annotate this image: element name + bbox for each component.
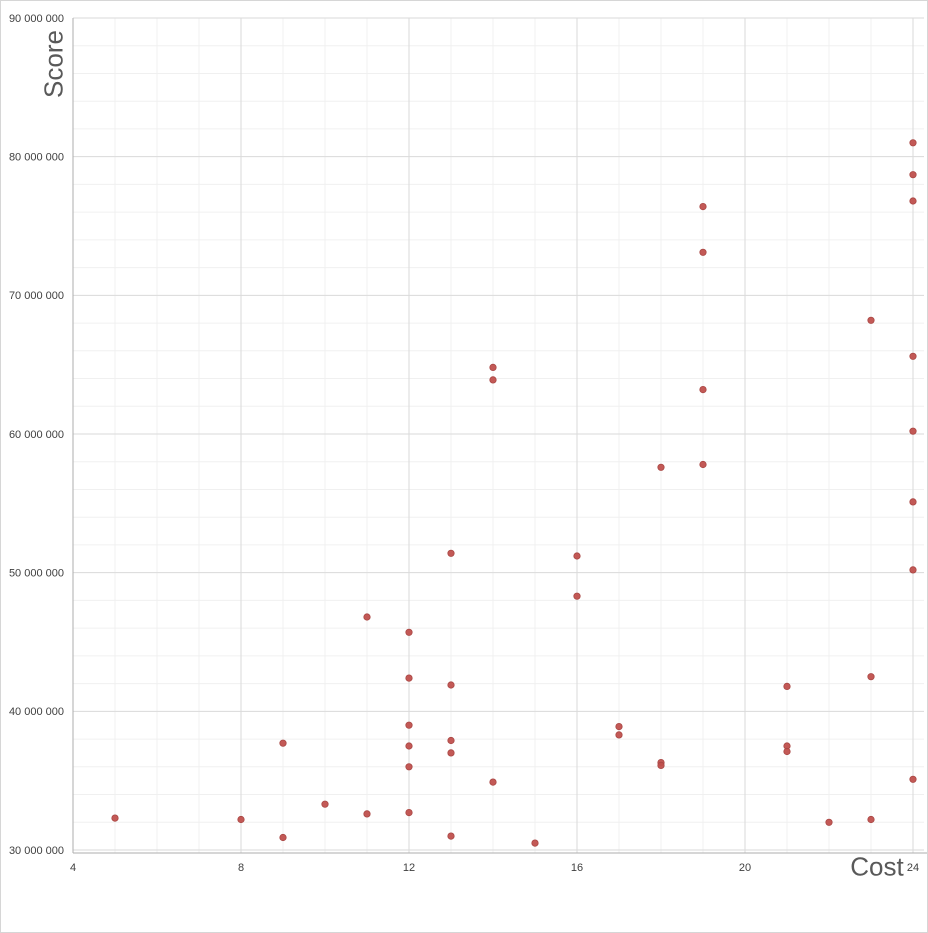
data-point: [909, 427, 917, 435]
x-tick-label: 16: [571, 862, 583, 874]
data-point: [447, 736, 455, 745]
data-point: [321, 800, 329, 808]
y-tick-label: 80 000 000: [9, 152, 64, 164]
data-point: [573, 552, 581, 560]
data-point: [279, 739, 287, 747]
x-tick-label: 4: [70, 862, 76, 874]
data-point: [783, 682, 791, 691]
data-point: [867, 673, 875, 681]
y-tick-label: 50 000 000: [9, 568, 64, 580]
data-point: [783, 747, 791, 756]
y-tick-label: 70 000 000: [9, 290, 64, 302]
data-point: [111, 814, 119, 822]
data-point: [699, 460, 707, 469]
data-point: [699, 203, 707, 211]
data-point: [237, 815, 245, 824]
data-point: [657, 463, 665, 471]
y-tick-label: 30 000 000: [9, 845, 64, 857]
data-point: [909, 352, 917, 360]
data-point: [489, 363, 497, 371]
data-point: [279, 833, 287, 842]
data-point: [447, 832, 455, 840]
x-tick-label: 24: [907, 862, 919, 874]
data-point: [405, 628, 413, 636]
data-point: [909, 566, 917, 574]
data-point: [405, 742, 413, 750]
data-point: [405, 808, 413, 817]
x-axis-title: Cost: [850, 851, 904, 882]
data-point: [909, 197, 917, 205]
data-point: [447, 749, 455, 757]
data-point: [615, 722, 623, 731]
x-tick-label: 12: [403, 862, 415, 874]
data-point: [363, 613, 371, 621]
data-point: [909, 498, 917, 506]
data-point: [699, 248, 707, 256]
data-point: [489, 376, 497, 384]
data-point: [405, 763, 413, 771]
y-tick-label: 90 000 000: [9, 13, 64, 25]
data-point: [657, 761, 665, 770]
x-tick-label: 8: [238, 862, 244, 874]
data-point: [909, 139, 917, 147]
data-point: [405, 721, 413, 729]
data-point: [363, 810, 371, 818]
data-point: [825, 818, 833, 826]
data-point: [909, 171, 917, 179]
y-tick-label: 60 000 000: [9, 429, 64, 441]
data-point: [573, 592, 581, 600]
data-point: [699, 385, 707, 394]
data-point: [531, 839, 539, 847]
data-point: [909, 775, 917, 783]
x-tick-label: 20: [739, 862, 751, 874]
data-point: [405, 674, 413, 682]
data-point: [615, 731, 623, 739]
data-point: [447, 681, 455, 689]
y-tick-label: 40 000 000: [9, 706, 64, 718]
data-point: [489, 778, 497, 786]
data-point: [447, 549, 455, 557]
y-axis-title: Score: [38, 30, 69, 98]
data-point: [867, 316, 875, 324]
data-point: [867, 815, 875, 824]
